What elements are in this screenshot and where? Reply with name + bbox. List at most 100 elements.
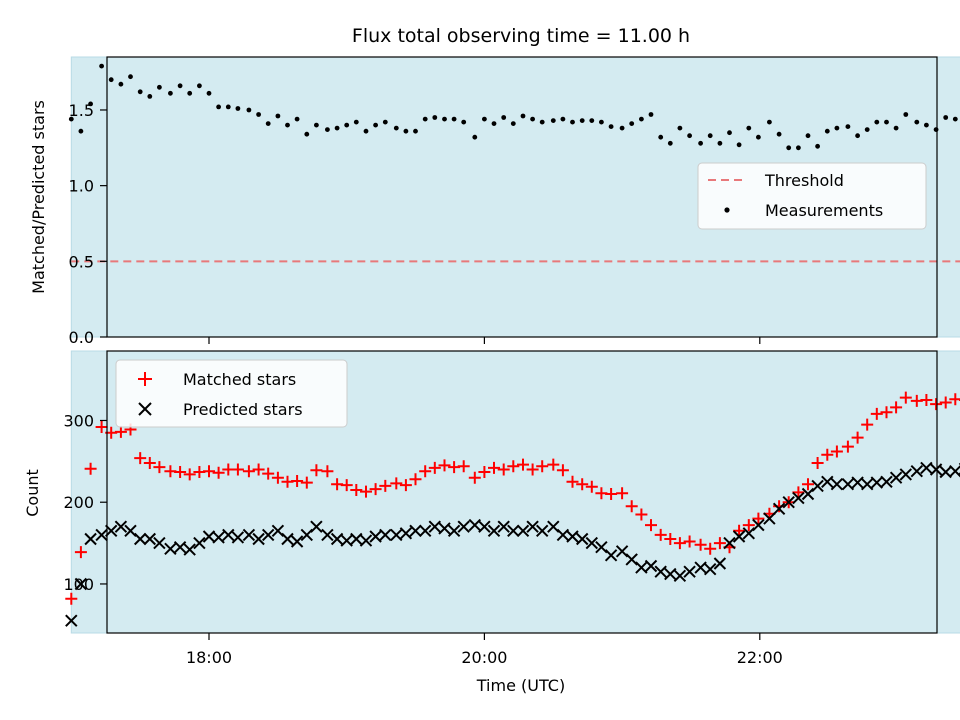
matched-star-point — [478, 466, 491, 478]
measurement-point — [874, 119, 880, 125]
matched-star-point — [379, 479, 392, 492]
matched-star-point — [664, 533, 677, 545]
measurement-point — [767, 119, 772, 125]
predicted-star-point — [575, 532, 589, 546]
measurement-point — [589, 118, 595, 123]
predicted-star-point — [910, 464, 924, 478]
matched-star-point — [811, 457, 824, 469]
measurement-point — [137, 89, 143, 95]
predicted-star-point — [860, 477, 874, 491]
measurement-point — [667, 140, 673, 146]
top-legend-box — [697, 162, 927, 230]
predicted-star-point — [939, 465, 952, 479]
measurement-point — [225, 104, 231, 110]
measurement-point — [599, 119, 604, 125]
bottom-plot-frame — [106, 350, 938, 634]
x-tick-label: 22:00 — [737, 648, 783, 667]
measurement-point — [914, 119, 920, 125]
matched-star-point — [645, 519, 657, 532]
matched-star-point — [625, 500, 638, 513]
matched-star-point — [95, 421, 108, 433]
matched-star-point — [939, 396, 952, 409]
predicted-star-point — [379, 528, 392, 542]
matched-star-point — [517, 458, 529, 471]
predicted-star-point — [242, 528, 256, 542]
matched-star-point — [605, 488, 618, 500]
measurement-point — [275, 113, 281, 119]
matched-star-point — [536, 460, 549, 473]
matched-star-point — [683, 535, 696, 548]
measurement-point — [855, 133, 860, 139]
predicted-star-point — [880, 475, 893, 489]
predicted-star-point — [949, 464, 960, 478]
y-tick-label: 1.0 — [69, 177, 94, 196]
matched-star-point — [390, 477, 403, 490]
predicted-star-point — [438, 522, 451, 535]
matched-star-point — [526, 463, 539, 476]
measurement-point — [717, 140, 723, 146]
measurement-point — [461, 119, 467, 125]
measurement-point — [815, 143, 820, 149]
predicted-star-point — [428, 520, 442, 533]
top-y-axis-label: Matched/Predicted stars — [29, 100, 48, 294]
predicted-star-point — [114, 520, 128, 533]
predicted-star-point — [369, 530, 382, 543]
matched-stars-legend-label: Matched stars — [183, 370, 296, 389]
measurement-point — [884, 119, 889, 125]
predicted-star-point — [252, 532, 265, 546]
measurement-point — [382, 119, 388, 125]
measurement-point — [639, 116, 644, 122]
predicted-star-point — [664, 567, 677, 581]
measurement-point — [933, 127, 939, 132]
bottom-legend-box — [115, 359, 348, 428]
matched-star-point — [920, 394, 933, 406]
measurement-point — [422, 116, 428, 122]
predicted-star-point — [929, 463, 943, 476]
top-legend: Threshold Measurements — [697, 162, 927, 230]
matched-star-point — [468, 471, 481, 484]
x-tick-label: 20:00 — [461, 648, 507, 667]
measurement-point — [845, 124, 851, 129]
measurement-point — [570, 119, 575, 125]
measurement-point — [893, 125, 899, 131]
predicted-star-point — [173, 540, 187, 554]
measurement-point — [451, 116, 457, 122]
predicted-star-point — [811, 479, 824, 493]
predicted-star-point — [821, 475, 834, 489]
matched-star-point — [673, 537, 686, 550]
matched-star-point — [271, 471, 284, 484]
matched-star-point — [899, 391, 912, 404]
predicted-star-point — [487, 524, 501, 538]
predicted-star-point — [870, 476, 884, 489]
matched-star-point — [742, 519, 755, 532]
measurement-point — [677, 125, 683, 131]
predicted-star-point — [782, 495, 795, 509]
predicted-star-point — [723, 536, 736, 550]
predicted-star-point — [732, 530, 746, 543]
measurement-point — [746, 125, 752, 131]
matched-star-point — [134, 452, 147, 465]
measurement-point — [579, 118, 585, 123]
matched-star-point — [399, 479, 412, 492]
measurement-point — [736, 142, 742, 148]
predicted-star-point — [889, 471, 903, 484]
matched-star-point — [231, 463, 244, 476]
predicted-star-point — [507, 524, 520, 538]
x-tick-label: 18:00 — [186, 648, 232, 667]
matched-star-point — [84, 462, 97, 475]
predicted-star-point — [409, 524, 422, 538]
matched-star-point — [291, 475, 304, 487]
matched-star-point — [242, 465, 255, 478]
matched-star-point — [733, 524, 746, 537]
measurement-point — [294, 116, 300, 122]
predicted-star-point — [830, 477, 844, 491]
matched-star-point — [566, 475, 579, 488]
matched-star-point — [773, 500, 786, 513]
measurement-point — [147, 94, 153, 99]
predicted-star-point — [350, 532, 363, 546]
matched-star-point — [616, 487, 629, 500]
predicted-star-point — [310, 520, 323, 533]
predicted-star-point — [516, 524, 530, 538]
bottom-y-axis-label: Count — [23, 469, 42, 517]
